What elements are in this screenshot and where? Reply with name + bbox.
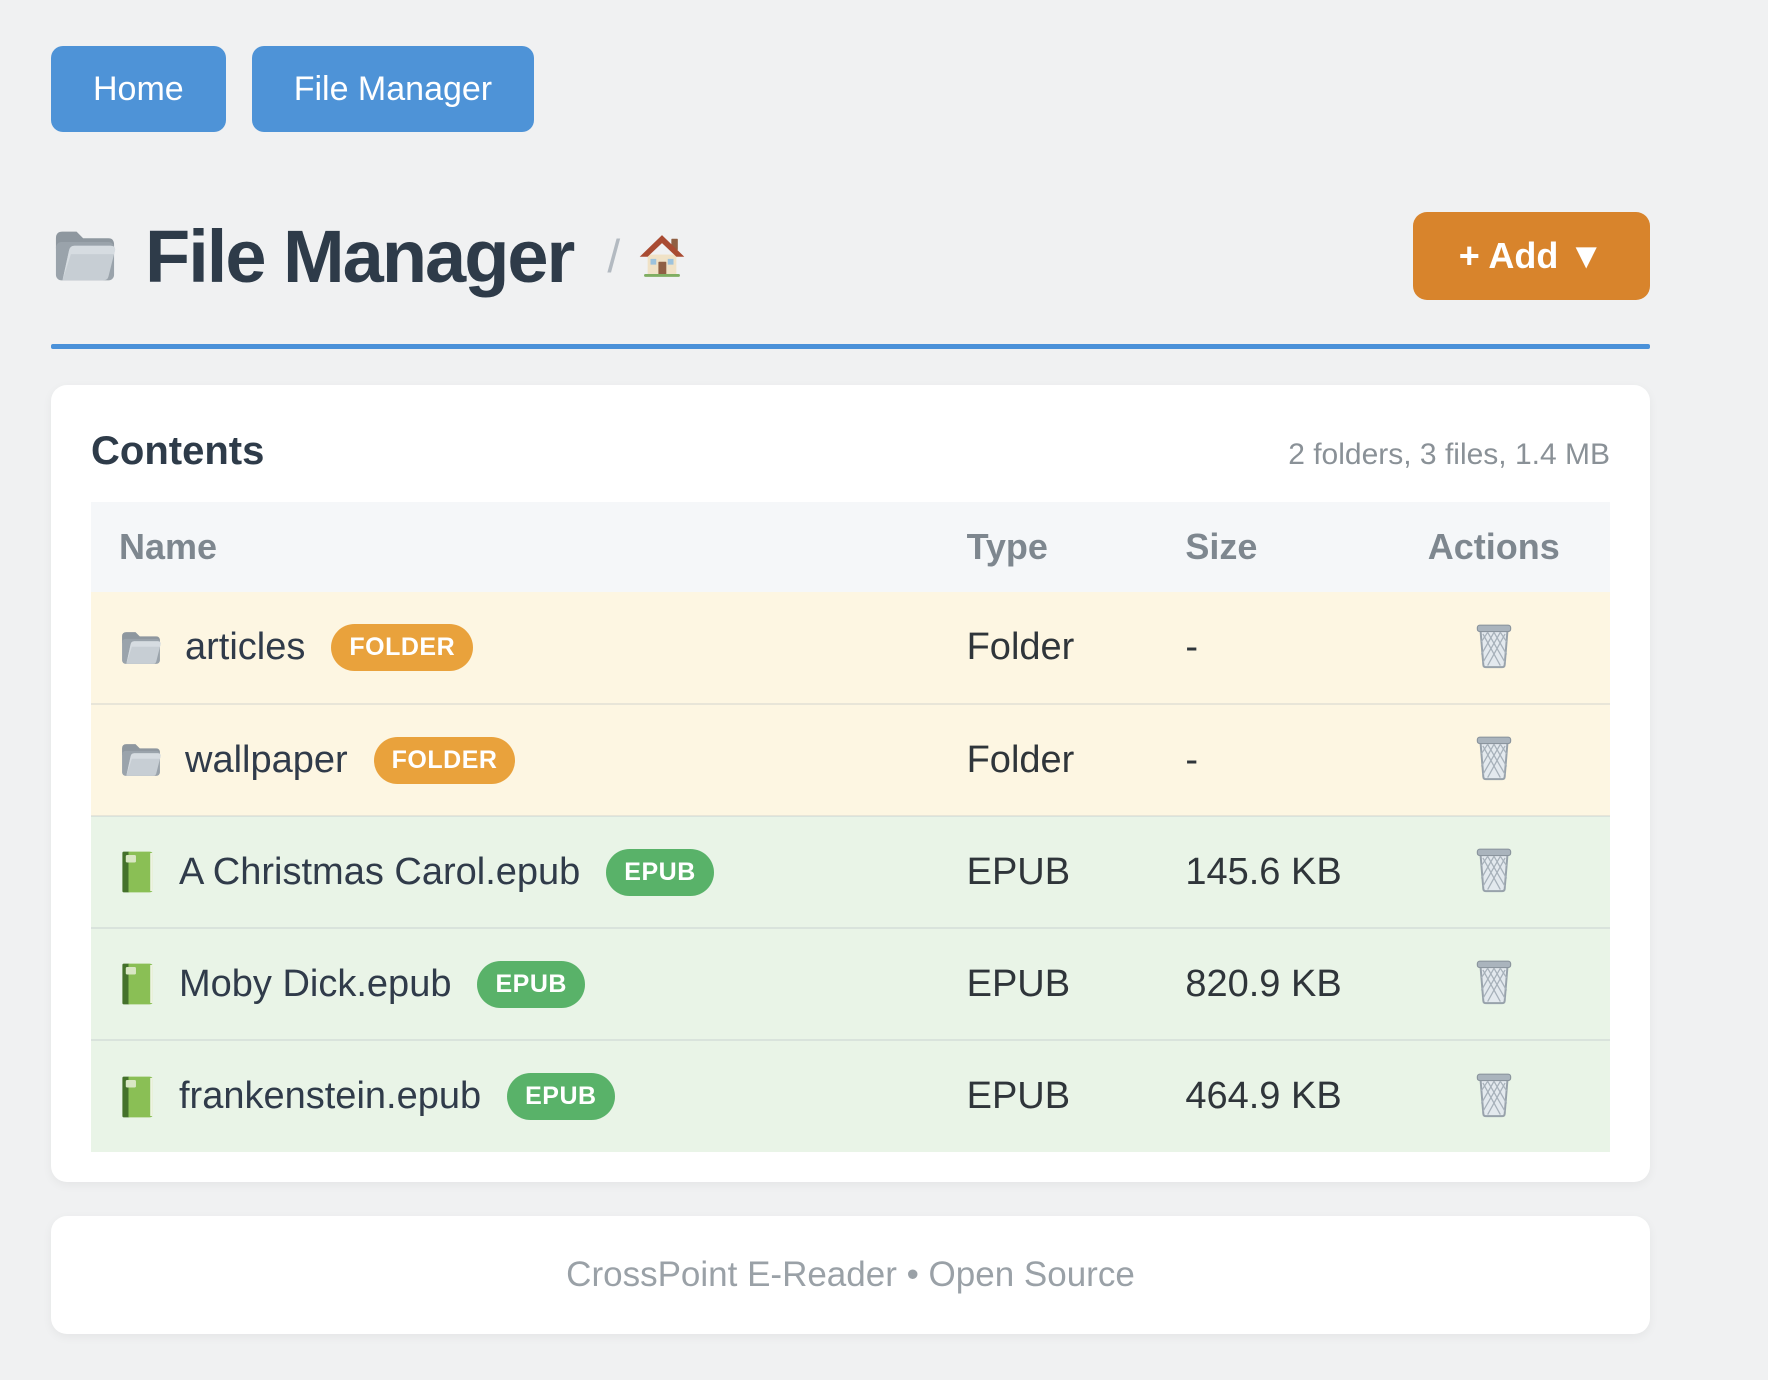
folder-icon (119, 628, 163, 668)
add-button[interactable]: + Add ▼ (1412, 212, 1650, 300)
contents-card-head: Contents 2 folders, 3 files, 1.4 MB (91, 429, 1610, 474)
trash-icon (1475, 1070, 1513, 1118)
page: Home File Manager File Manager / + Add ▼… (51, 46, 1650, 1334)
actions-cell (1377, 927, 1610, 1040)
name-cell: wallpaper FOLDER (91, 703, 939, 816)
actions-cell (1377, 815, 1610, 928)
type-cell: Folder (938, 703, 1158, 816)
delete-button[interactable] (1471, 1066, 1517, 1122)
file-name[interactable]: frankenstein.epub (179, 1075, 482, 1117)
file-name[interactable]: wallpaper (185, 738, 348, 781)
delete-button[interactable] (1471, 617, 1517, 673)
type-badge: FOLDER (331, 624, 474, 671)
column-header-name: Name (119, 526, 218, 567)
trash-icon (1475, 845, 1513, 893)
book-icon (119, 1075, 157, 1119)
folder-icon (119, 740, 163, 780)
delete-button[interactable] (1471, 953, 1517, 1009)
name-cell: articles FOLDER (91, 592, 939, 704)
type-cell: Folder (966, 626, 1075, 668)
type-cell: EPUB (938, 927, 1158, 1040)
book-icon (119, 850, 157, 894)
actions-cell (1377, 1039, 1610, 1152)
name-cell: Moby Dick.epub EPUB (91, 927, 939, 1040)
table-row: articles FOLDER Folder - (91, 592, 1610, 704)
delete-button[interactable] (1471, 729, 1517, 785)
contents-title: Contents (91, 429, 265, 473)
size-cell: 820.9 KB (1157, 927, 1378, 1040)
footer-text: CrossPoint E-Reader • Open Source (566, 1255, 1135, 1294)
table-row: frankenstein.epub EPUB EPUB 464.9 KB (91, 1039, 1610, 1152)
folder-icon (51, 226, 119, 286)
file-name[interactable]: A Christmas Carol.epub (179, 850, 581, 893)
actions-cell (1377, 703, 1610, 816)
file-name[interactable]: articles (185, 626, 306, 668)
type-badge: EPUB (606, 848, 714, 896)
footer: CrossPoint E-Reader • Open Source (51, 1216, 1650, 1334)
house-icon[interactable] (638, 233, 686, 279)
name-cell: A Christmas Carol.epub EPUB (91, 815, 939, 928)
trash-icon (1475, 957, 1513, 1005)
type-badge: EPUB (507, 1073, 615, 1120)
table-row: Moby Dick.epub EPUB EPUB 820.9 KB (91, 927, 1610, 1040)
header-divider (51, 344, 1650, 349)
contents-summary: 2 folders, 3 files, 1.4 MB (1288, 438, 1610, 471)
page-header: File Manager / + Add ▼ (51, 212, 1650, 300)
nav-file-manager-button[interactable]: File Manager (251, 46, 535, 132)
table-row: wallpaper FOLDER Folder - (91, 703, 1610, 816)
breadcrumb-separator: / (607, 230, 621, 282)
size-cell: 145.6 KB (1157, 815, 1378, 928)
size-cell: 464.9 KB (1157, 1039, 1378, 1152)
book-icon (119, 962, 157, 1006)
actions-cell (1378, 592, 1610, 704)
type-cell: EPUB (938, 1039, 1158, 1152)
file-name[interactable]: Moby Dick.epub (179, 962, 452, 1005)
nav-home-button[interactable]: Home (51, 46, 226, 132)
trash-icon (1475, 621, 1513, 669)
contents-card: Contents 2 folders, 3 files, 1.4 MB Name… (51, 385, 1650, 1182)
name-cell: frankenstein.epub EPUB (91, 1039, 939, 1152)
table-row: A Christmas Carol.epub EPUB EPUB 145.6 K… (91, 815, 1610, 928)
type-badge: EPUB (477, 960, 585, 1008)
delete-button[interactable] (1471, 841, 1517, 897)
column-header-size: Size (1185, 526, 1258, 567)
top-nav: Home File Manager (51, 46, 1650, 132)
page-title: File Manager (145, 214, 575, 298)
type-badge: FOLDER (373, 736, 516, 784)
table-body: articles FOLDER Folder - wallpaper (91, 592, 1610, 1152)
file-table: Name Type Size Actions articles FOLDER F… (91, 502, 1610, 1152)
column-header-type: Type (966, 526, 1048, 567)
size-cell: - (1157, 703, 1378, 816)
size-cell: - (1185, 626, 1198, 668)
trash-icon (1475, 733, 1513, 781)
table-header-row: Name Type Size Actions (91, 502, 1610, 592)
title-wrap: File Manager / (51, 214, 686, 299)
column-header-actions: Actions (1427, 526, 1560, 567)
type-cell: EPUB (938, 815, 1158, 928)
